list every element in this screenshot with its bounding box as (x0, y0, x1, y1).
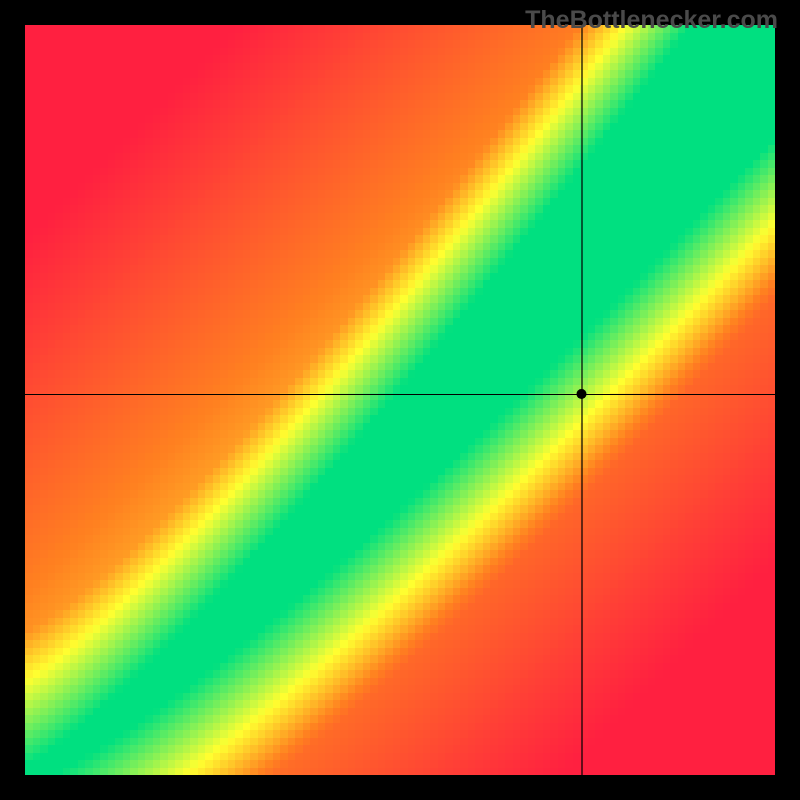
chart-container: TheBottlenecker.com (0, 0, 800, 800)
bottleneck-heatmap (25, 25, 775, 775)
watermark-text: TheBottlenecker.com (525, 6, 778, 35)
